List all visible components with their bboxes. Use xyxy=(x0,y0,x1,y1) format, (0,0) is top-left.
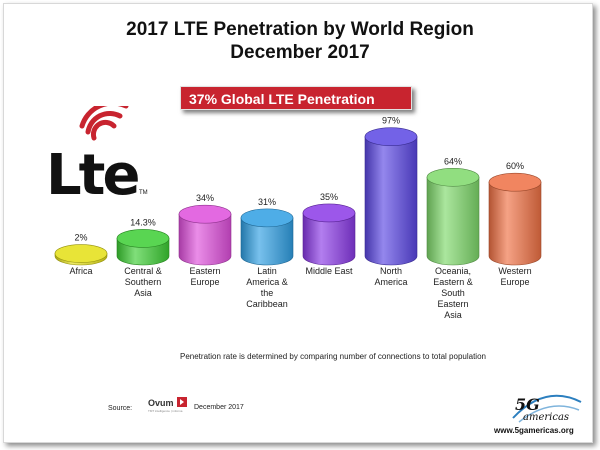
bar-top xyxy=(178,204,232,224)
value-label: 31% xyxy=(258,197,276,207)
category-label: Central & Southern Asia xyxy=(124,266,162,298)
global-penetration-banner: 37% Global LTE Penetration xyxy=(180,86,412,110)
bar-top xyxy=(240,208,294,228)
bar-top xyxy=(364,127,418,146)
bar-top xyxy=(116,229,170,248)
bar-3 xyxy=(178,204,232,266)
chart-title: 2017 LTE Penetration by World Region Dec… xyxy=(0,18,600,64)
bar-top xyxy=(488,172,542,192)
ovum-logo-subtext: TMT intelligence | informa xyxy=(148,409,183,413)
category-label: Africa xyxy=(69,266,92,276)
bar-top xyxy=(302,203,356,223)
globe-swoosh-icon xyxy=(512,394,582,419)
bar-body xyxy=(178,213,232,266)
bar-body xyxy=(426,176,480,266)
5g-logo-script: americas xyxy=(523,412,569,423)
bar-top xyxy=(54,244,108,263)
bar-1 xyxy=(54,244,108,266)
footnote: Penetration rate is determined by compar… xyxy=(180,352,486,361)
bar-7 xyxy=(426,167,480,266)
bar-5 xyxy=(302,203,356,266)
website-url: www.5gamericas.org xyxy=(494,426,574,435)
value-label: 34% xyxy=(196,193,214,203)
bar-body xyxy=(488,181,542,266)
category-label: Oceania, Eastern & South Eastern Asia xyxy=(433,266,473,320)
lte-logo: Lte TM xyxy=(46,106,148,202)
category-label: North America xyxy=(374,266,407,287)
bar-body xyxy=(364,136,418,266)
category-label: Latin America & the Caribbean xyxy=(246,266,288,309)
category-label: Western Europe xyxy=(498,266,531,287)
value-label: 2% xyxy=(74,233,87,243)
value-label: 35% xyxy=(320,192,338,202)
5g-logo-text: 5G xyxy=(515,395,540,414)
category-label: Middle East xyxy=(305,266,353,276)
source-date: December 2017 xyxy=(194,404,244,411)
ovum-logo: Ovum xyxy=(148,398,174,408)
bar-4 xyxy=(240,208,294,266)
value-label: 97% xyxy=(382,116,400,126)
bar-top xyxy=(426,167,480,187)
bar-8 xyxy=(488,172,542,266)
signal-waves-icon xyxy=(79,106,129,141)
5g-americas-logo: 5G americas xyxy=(512,394,582,423)
bar-body xyxy=(240,217,294,266)
lte-logo-text: Lte xyxy=(46,143,138,202)
bar-2 xyxy=(116,229,170,266)
value-label: 60% xyxy=(506,161,524,171)
bar-6 xyxy=(364,127,418,266)
chart-title-line2: December 2017 xyxy=(230,42,370,63)
value-label: 14.3% xyxy=(130,217,156,227)
value-label: 64% xyxy=(444,156,462,166)
source-label: Source: xyxy=(108,405,133,412)
bar-body xyxy=(302,212,356,266)
category-label: Eastern Europe xyxy=(189,266,220,287)
lte-trademark: TM xyxy=(139,190,148,196)
ovum-mark-icon xyxy=(177,397,187,407)
chart-title-line1: 2017 LTE Penetration by World Region xyxy=(126,19,474,40)
